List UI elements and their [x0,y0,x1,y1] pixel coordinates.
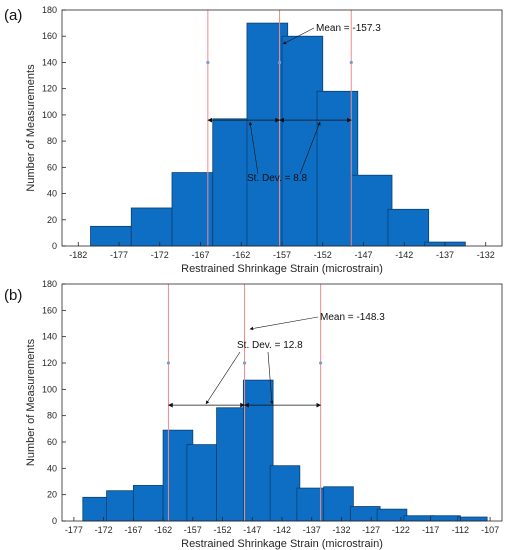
x-tick-label: -177 [65,525,83,535]
x-tick-label: -167 [124,525,142,535]
histogram-bar [430,515,461,522]
panel-label: (a) [4,7,22,24]
x-tick-label: -112 [452,525,469,535]
x-tick-label: -182 [69,250,87,260]
std-dev-pointer [267,351,274,405]
y-tick-label: 100 [42,110,57,120]
x-tick-label: -132 [477,250,495,260]
histogram-bar [171,172,214,247]
histogram-bar [387,208,430,247]
y-tick-label: 80 [47,136,57,146]
x-tick-label: -167 [192,250,210,260]
histogram-bar [457,516,488,522]
y-tick-label: 140 [42,332,57,342]
histogram-panel-a: (a) St. Dev. = 8.8 Mean = -157.3 0 20 40 60 80 1… [4,5,503,275]
histogram-bar [403,515,435,522]
mean-pointer [282,27,315,45]
histogram-bar [281,35,324,247]
x-tick-label: -162 [232,250,250,260]
y-tick-label: 120 [42,358,57,368]
x-tick-label: -147 [243,525,261,535]
x-tick-label: -142 [395,250,413,260]
y-tick-label: 180 [42,279,57,289]
histogram-bar [246,22,289,247]
marker-point [277,60,282,65]
std-dev-pointer [248,121,259,175]
x-tick-label: -147 [354,250,372,260]
marker-point [242,361,247,365]
y-tick-label: 40 [47,189,57,199]
histogram-bar [130,207,173,247]
x-axis-label: Restrained Shrinkage Strain (microstrain… [181,538,383,550]
marker-point [206,60,210,65]
y-tick-label: 160 [42,31,57,41]
marker-point [349,60,353,65]
y-tick-label: 0 [52,241,57,251]
x-tick-label: -162 [154,525,172,535]
histogram-bar [269,465,301,522]
x-tick-label: -117 [422,525,439,535]
y-tick-label: 40 [47,463,57,473]
y-tick-label: 120 [42,84,57,94]
std-dev-annotation: St. Dev. = 12.8 [237,340,303,351]
x-tick-label: -137 [436,250,454,260]
x-tick-label: -122 [392,525,410,535]
x-tick-label: -142 [273,525,291,535]
std-dev-annotation: St. Dev. = 8.8 [247,173,308,184]
histogram-bar [106,490,137,522]
y-tick-label: 80 [47,411,57,421]
histogram-panel-b: (b) St. Dev. = 12.8 Mean = -148.3 0 20 40 60 80… [4,279,503,550]
x-tick-label: -107 [481,525,499,535]
histogram-bar [132,485,164,522]
x-tick-label: -152 [314,250,332,260]
mean-pointer [249,316,319,331]
y-tick-label: 100 [42,384,57,394]
histogram-bar [216,407,247,522]
y-axis-label: Number of Measurements [25,64,37,192]
x-tick-label: -152 [214,525,232,535]
histogram-bar [186,444,217,522]
x-tick-label: -157 [273,250,291,260]
y-tick-label: 60 [47,437,57,447]
mean-annotation: Mean = -157.3 [316,23,381,34]
histogram-bar [349,506,381,522]
y-tick-label: 60 [47,162,57,172]
x-axis-label: Restrained Shrinkage Strain (microstrain… [181,263,383,275]
x-tick-label: -157 [184,525,202,535]
x-tick-label: -127 [362,525,380,535]
std-dev-pointer [299,121,321,175]
x-tick-label: -132 [332,525,350,535]
y-tick-label: 0 [52,516,57,526]
x-tick-label: -137 [303,525,321,535]
marker-point [319,361,323,365]
y-tick-label: 20 [47,490,57,500]
panel-label: (b) [4,287,22,304]
std-dev-pointer [205,351,241,405]
y-tick-label: 160 [42,305,57,315]
histogram-bar [296,487,327,522]
histogram-bar [90,225,132,247]
histogram-bar [242,379,274,522]
y-tick-label: 140 [42,57,57,67]
histogram-bar [323,486,354,522]
x-tick-label: -172 [95,525,113,535]
mean-annotation: Mean = -148.3 [320,312,385,323]
y-tick-label: 20 [47,215,57,225]
histogram-bar [350,174,393,247]
x-tick-label: -177 [110,250,128,260]
y-tick-label: 180 [42,5,57,15]
x-tick-label: -172 [151,250,169,260]
histogram-bar [376,508,408,522]
y-axis-label: Number of Measurements [25,338,37,466]
marker-point [166,361,171,365]
